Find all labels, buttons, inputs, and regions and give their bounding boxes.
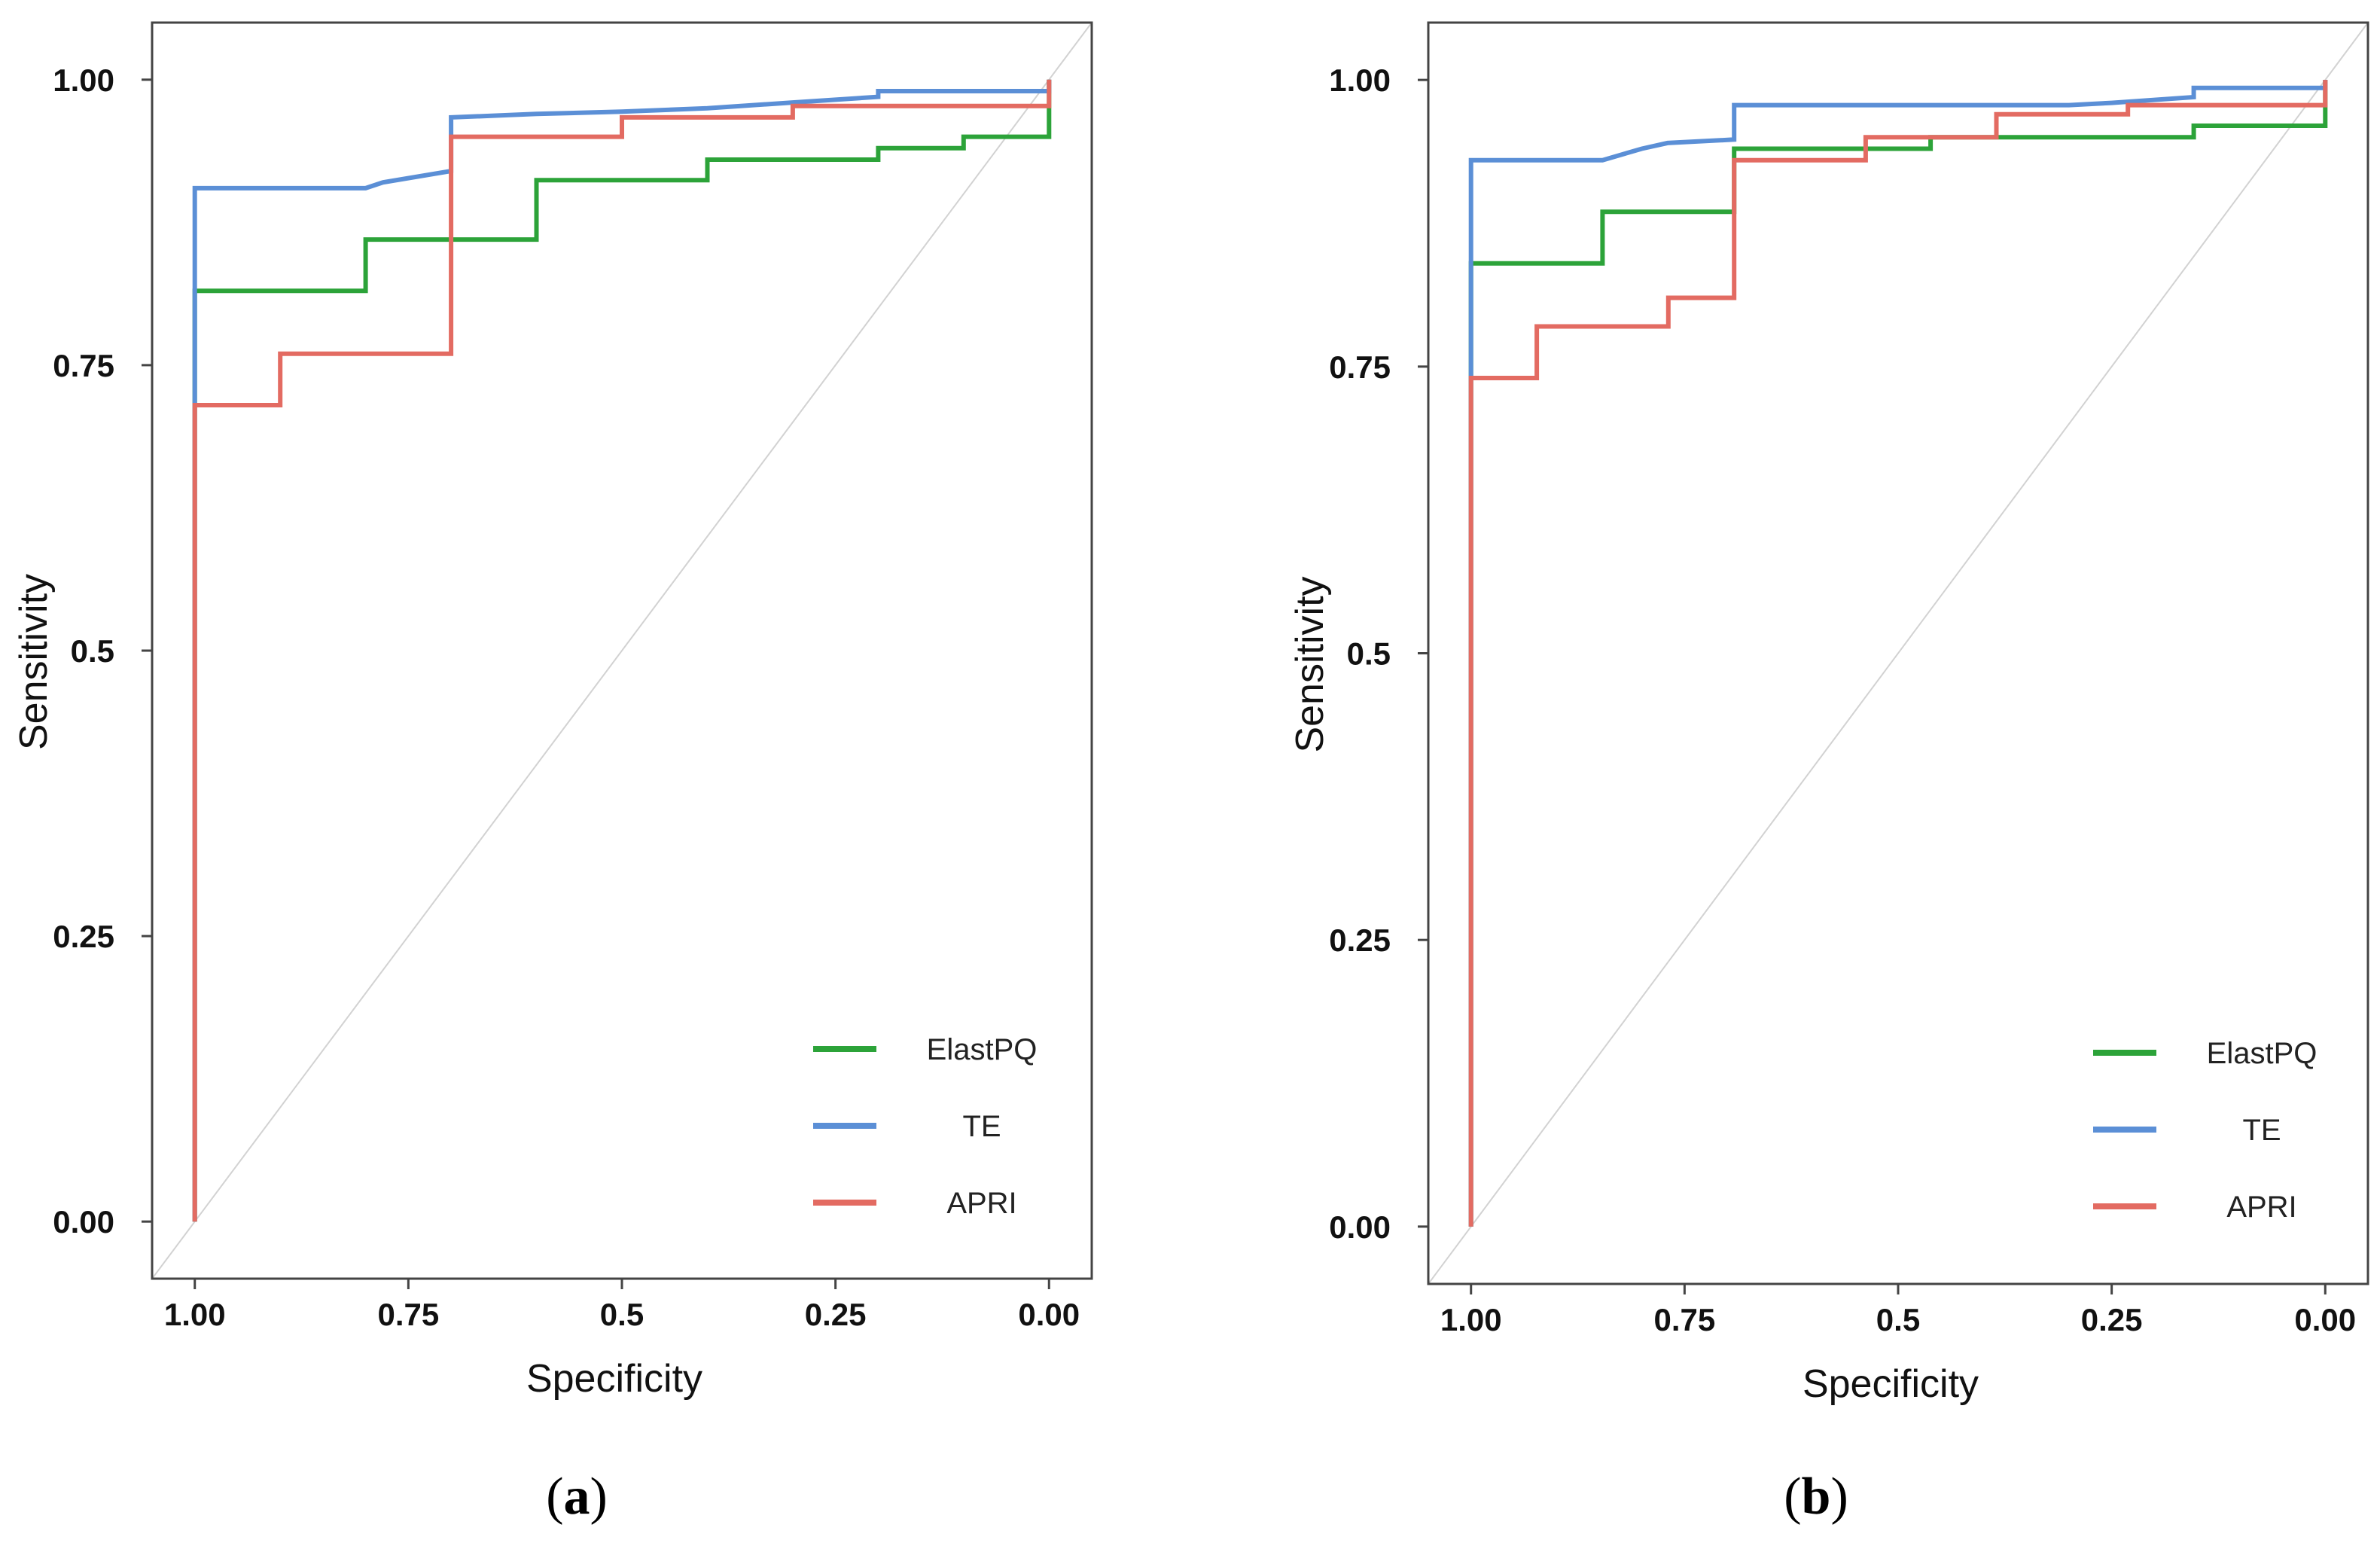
x-tick-label: 0.25 [2081, 1302, 2143, 1337]
x-tick-label: 0.25 [805, 1297, 867, 1332]
x-tick-label: 0.00 [2294, 1302, 2356, 1337]
y-axis-title: Sensitivity [12, 574, 56, 750]
legend: ElastPQ TE APRI [2093, 1037, 2317, 1224]
legend-label-apri: APRI [946, 1187, 1016, 1220]
panel-label-close-paren: ) [590, 1468, 608, 1526]
y-tick-label: 0.5 [71, 633, 114, 669]
y-axis-title: Sensitivity [1288, 576, 1332, 752]
x-tick-label: 0.5 [600, 1297, 644, 1332]
legend-label-elastpq: ElastPQ [927, 1033, 1038, 1066]
y-tick-label: 0.75 [1329, 349, 1391, 385]
legend-label-elastpq: ElastPQ [2207, 1037, 2318, 1070]
series-line-elastpq [1468, 80, 2328, 1227]
panel-label-close-paren: ) [1830, 1468, 1848, 1526]
panel-label-letter: a [564, 1468, 590, 1526]
y-tick-label: 0.00 [1329, 1209, 1391, 1245]
series-line-te [192, 79, 1052, 1222]
reference-diagonal [1428, 22, 2369, 1285]
y-tick-label: 1.00 [1329, 63, 1391, 98]
series-line-elastpq [192, 79, 1052, 1222]
y-tick-label: 0.25 [1329, 922, 1391, 958]
x-tick-label: 0.75 [1653, 1302, 1715, 1337]
y-tick-label: 0.25 [53, 919, 114, 954]
y-tick-label: 0.5 [1347, 636, 1391, 672]
y-tick-label: 0.75 [53, 348, 114, 383]
x-axis-title: Specificity [1803, 1362, 1979, 1406]
y-tick-label: 1.00 [53, 63, 114, 98]
panel-label: (a) [546, 1468, 608, 1526]
reference-diagonal [151, 22, 1092, 1279]
x-tick-label: 0.5 [1876, 1302, 1920, 1337]
panel-label-open-paren: ( [1784, 1468, 1801, 1526]
chart-panel-a: 1.00 0.75 0.5 0.25 0.00 0.00 0.25 0.5 0.75 1.00 Sp… [12, 21, 1093, 1526]
x-axis-title: Specificity [526, 1357, 702, 1401]
x-tick-label: 1.00 [164, 1297, 226, 1332]
series-line-apri [192, 79, 1052, 1222]
y-tick-label: 0.00 [53, 1204, 114, 1240]
chart-panel-b: 1.00 0.75 0.5 0.25 0.00 0.00 0.25 0.5 0.75 1.00 Sp… [1288, 21, 2369, 1526]
series-line-te [1468, 80, 2328, 1227]
legend-label-te: TE [2242, 1114, 2281, 1147]
x-tick-label: 0.75 [377, 1297, 439, 1332]
legend: ElastPQ TE APRI [813, 1033, 1037, 1220]
x-tick-label: 1.00 [1440, 1302, 1502, 1337]
panel-label-open-paren: ( [546, 1468, 563, 1526]
series-line-apri [1468, 80, 2328, 1227]
legend-label-te: TE [962, 1110, 1001, 1143]
x-tick-label: 0.00 [1018, 1297, 1080, 1332]
legend-label-apri: APRI [2226, 1191, 2296, 1224]
panel-label-letter: b [1802, 1468, 1831, 1526]
panel-label: (b) [1784, 1468, 1848, 1526]
